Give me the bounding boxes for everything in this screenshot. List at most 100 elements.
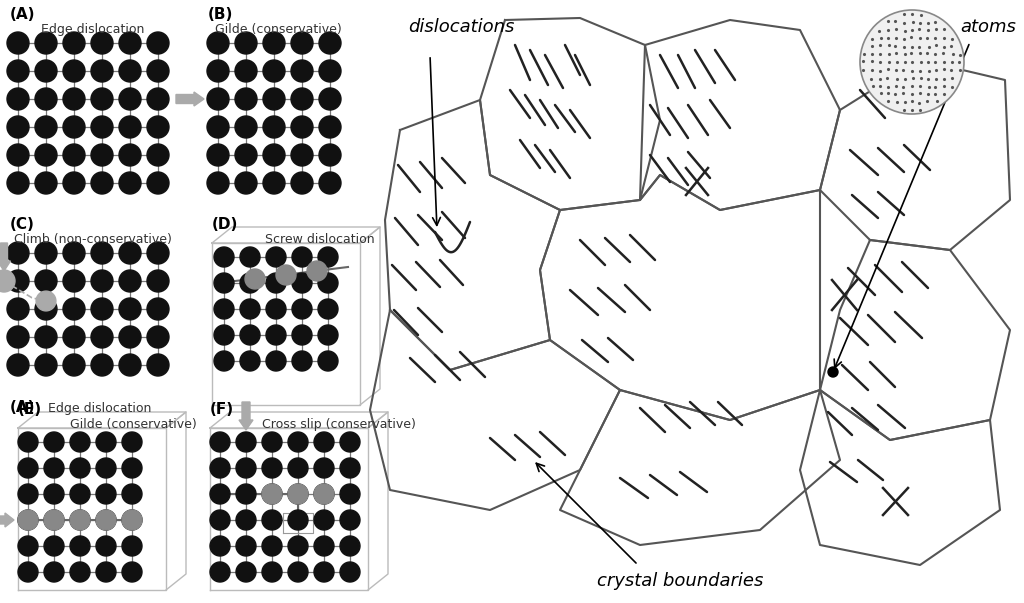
Circle shape — [70, 484, 90, 504]
Circle shape — [35, 270, 57, 292]
Circle shape — [18, 510, 38, 530]
Circle shape — [340, 484, 360, 504]
Circle shape — [207, 60, 229, 82]
Circle shape — [96, 510, 116, 530]
Circle shape — [319, 116, 341, 138]
Circle shape — [266, 299, 286, 319]
Circle shape — [266, 247, 286, 267]
Circle shape — [35, 354, 57, 376]
Circle shape — [119, 326, 141, 348]
Circle shape — [63, 354, 85, 376]
Circle shape — [307, 261, 327, 281]
Text: Climb (non-conservative): Climb (non-conservative) — [14, 233, 172, 246]
Circle shape — [18, 536, 38, 556]
Circle shape — [91, 60, 113, 82]
Circle shape — [119, 298, 141, 320]
Circle shape — [147, 298, 169, 320]
Circle shape — [207, 172, 229, 194]
Circle shape — [236, 510, 256, 530]
Circle shape — [314, 484, 334, 504]
Circle shape — [276, 265, 296, 285]
Circle shape — [91, 354, 113, 376]
Circle shape — [214, 299, 234, 319]
Circle shape — [262, 484, 282, 504]
Circle shape — [210, 562, 230, 582]
Circle shape — [35, 242, 57, 264]
Circle shape — [262, 536, 282, 556]
Circle shape — [70, 458, 90, 478]
Circle shape — [63, 144, 85, 166]
FancyArrow shape — [0, 243, 10, 271]
Circle shape — [91, 32, 113, 54]
Circle shape — [210, 484, 230, 504]
Circle shape — [70, 510, 90, 530]
Text: (C): (C) — [10, 217, 35, 232]
Circle shape — [291, 88, 313, 110]
Circle shape — [119, 116, 141, 138]
Circle shape — [35, 172, 57, 194]
Text: (B): (B) — [208, 7, 233, 22]
Circle shape — [314, 432, 334, 452]
Circle shape — [70, 536, 90, 556]
Circle shape — [263, 172, 285, 194]
FancyArrow shape — [239, 402, 253, 430]
Circle shape — [119, 32, 141, 54]
Text: Edge dislocation: Edge dislocation — [41, 23, 144, 36]
Circle shape — [63, 32, 85, 54]
Circle shape — [207, 32, 229, 54]
Circle shape — [96, 510, 116, 530]
Circle shape — [122, 562, 142, 582]
Circle shape — [288, 484, 308, 504]
Circle shape — [234, 60, 257, 82]
Circle shape — [292, 351, 312, 371]
Circle shape — [7, 88, 29, 110]
Circle shape — [147, 88, 169, 110]
Circle shape — [288, 458, 308, 478]
Circle shape — [288, 536, 308, 556]
Circle shape — [96, 484, 116, 504]
FancyArrow shape — [176, 92, 204, 106]
Circle shape — [291, 172, 313, 194]
Circle shape — [319, 88, 341, 110]
FancyArrow shape — [0, 513, 14, 527]
Circle shape — [210, 536, 230, 556]
Circle shape — [266, 351, 286, 371]
Circle shape — [119, 144, 141, 166]
Circle shape — [35, 326, 57, 348]
Circle shape — [70, 432, 90, 452]
Circle shape — [70, 510, 90, 530]
Text: Gilde (conservative): Gilde (conservative) — [215, 23, 341, 36]
Circle shape — [318, 273, 338, 293]
Circle shape — [7, 270, 29, 292]
Circle shape — [122, 536, 142, 556]
Circle shape — [44, 458, 63, 478]
Circle shape — [7, 144, 29, 166]
Circle shape — [91, 298, 113, 320]
Circle shape — [119, 270, 141, 292]
Circle shape — [318, 351, 338, 371]
Circle shape — [291, 116, 313, 138]
Circle shape — [236, 432, 256, 452]
Circle shape — [7, 354, 29, 376]
Circle shape — [96, 458, 116, 478]
Circle shape — [340, 458, 360, 478]
Circle shape — [263, 116, 285, 138]
Circle shape — [292, 299, 312, 319]
Circle shape — [18, 562, 38, 582]
Circle shape — [96, 536, 116, 556]
Circle shape — [262, 484, 282, 504]
Circle shape — [119, 88, 141, 110]
Circle shape — [207, 116, 229, 138]
Circle shape — [44, 510, 63, 530]
Text: (A): (A) — [10, 400, 36, 415]
Circle shape — [122, 484, 142, 504]
Circle shape — [234, 144, 257, 166]
Circle shape — [63, 270, 85, 292]
Circle shape — [240, 351, 260, 371]
Circle shape — [319, 172, 341, 194]
Text: Cross slip (conservative): Cross slip (conservative) — [262, 418, 416, 431]
Circle shape — [119, 354, 141, 376]
Circle shape — [96, 432, 116, 452]
Circle shape — [340, 562, 360, 582]
Circle shape — [236, 536, 256, 556]
